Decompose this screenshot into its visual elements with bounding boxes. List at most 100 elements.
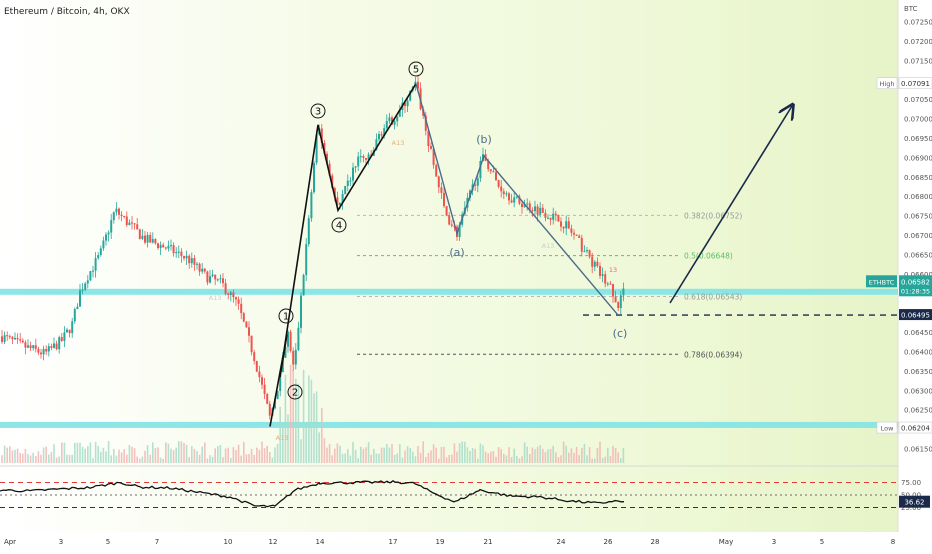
volume-bar [58, 456, 60, 463]
volume-bar [180, 441, 183, 463]
correction-wave-line[interactable] [415, 83, 619, 316]
candle-body [196, 263, 198, 265]
signal-annotation: A13 [392, 139, 405, 147]
high-value: 0.07091 [901, 80, 930, 88]
volume-bars [1, 364, 625, 463]
volume-bar [521, 456, 523, 463]
candle-body [292, 350, 295, 365]
candle-body [315, 134, 318, 163]
volume-bar [607, 447, 609, 463]
volume-bar [435, 447, 437, 463]
volume-bar [570, 448, 573, 463]
volume-bar [492, 451, 495, 463]
candle-body [240, 303, 243, 314]
volume-bar [157, 447, 159, 463]
candle-body [63, 332, 66, 341]
forecast-arrow[interactable] [669, 106, 792, 304]
volume-bar [159, 457, 162, 463]
signal-annotation: A13 [542, 242, 555, 250]
candle-body [268, 403, 271, 416]
volume-bar [209, 455, 211, 463]
candle-body [333, 187, 336, 198]
candle-body [606, 283, 609, 285]
support-zone-1 [0, 421, 898, 428]
volume-bar [45, 446, 47, 463]
candle-body [544, 212, 547, 218]
candle-body [206, 271, 209, 283]
candle-body [552, 213, 555, 220]
candle-body [144, 235, 146, 243]
candle-body [128, 222, 131, 225]
candle-body [489, 169, 492, 172]
volume-bar [401, 457, 404, 463]
volume-bar [165, 442, 167, 463]
volume-bar [198, 454, 201, 463]
candle-body [357, 156, 360, 167]
candle-body [76, 306, 79, 310]
volume-bar [19, 452, 21, 463]
volume-bar [500, 448, 502, 463]
candle-body [177, 251, 180, 253]
volume-bar [417, 446, 419, 463]
volume-bar [596, 447, 599, 463]
volume-bar [105, 451, 107, 463]
volume-bar [282, 424, 284, 463]
candle-body [245, 321, 248, 328]
candle-body [92, 270, 94, 272]
candle-body [175, 252, 178, 254]
oscillator-line [0, 480, 625, 508]
candle-body [214, 274, 217, 280]
candle-body [474, 184, 477, 186]
volume-bar [139, 458, 141, 463]
volume-bar [445, 457, 448, 463]
volume-bar [497, 447, 500, 463]
candle-body [68, 329, 71, 334]
candle-body [547, 217, 549, 219]
volume-bar [172, 450, 175, 463]
impulse-wave-line[interactable] [269, 83, 417, 427]
volume-bar [568, 452, 570, 463]
volume-bar [146, 445, 149, 463]
volume-bar [360, 446, 362, 463]
candle-body [287, 331, 289, 347]
volume-bar [178, 441, 180, 463]
wave-c-label: (c) [613, 327, 628, 340]
candle-body [297, 327, 300, 350]
candle-body [375, 139, 378, 151]
volume-bar [240, 455, 242, 463]
volume-bar [482, 445, 484, 463]
volume-bar [37, 451, 40, 463]
volume-bar [344, 453, 346, 463]
volume-bar [32, 452, 34, 463]
candle-body [102, 240, 105, 249]
time-tick-13: May [719, 538, 733, 546]
candle-body [151, 239, 154, 243]
low-tag [876, 421, 898, 434]
price-tick-16: 0.06450 [904, 329, 932, 337]
candle-body [81, 289, 84, 291]
volume-bar [269, 452, 271, 463]
candle-body [583, 251, 586, 253]
time-tick-10: 24 [557, 538, 566, 546]
volume-bar [237, 444, 240, 463]
candle-body [45, 348, 48, 352]
candle-body [409, 90, 412, 101]
volume-bar [552, 445, 554, 463]
volume-bar [144, 450, 146, 463]
candle-body [391, 117, 393, 125]
volume-bar [367, 442, 370, 463]
candle-body [242, 313, 245, 322]
wave-2-label: 2 [292, 388, 298, 399]
volume-bar [289, 364, 292, 463]
candle-body [515, 196, 518, 198]
candle-body [320, 128, 323, 143]
candle-body [539, 207, 542, 215]
osc-level-label-1: 50.00 [901, 492, 921, 500]
candle-body [105, 234, 107, 241]
volume-bar [388, 447, 391, 463]
volume-bar [443, 446, 445, 463]
current-price-badge [899, 275, 932, 297]
volume-bar [206, 458, 209, 463]
volume-bar [362, 448, 365, 463]
chart-title: Ethereum / Bitcoin, 4h, OKX [4, 7, 130, 17]
